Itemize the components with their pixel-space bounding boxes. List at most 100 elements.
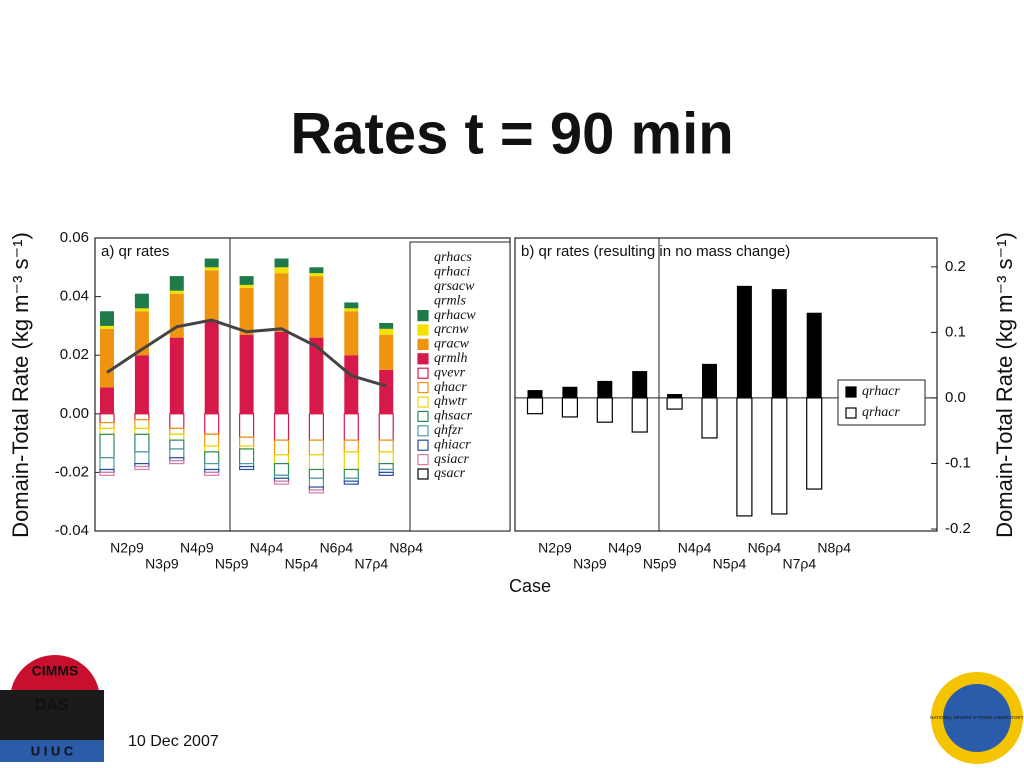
legend-label: qrmlh <box>434 351 467 366</box>
bar-segment <box>667 394 683 398</box>
bar-segment <box>169 433 185 441</box>
bar-segment <box>134 355 149 414</box>
y-axis-label: Domain-Total Rate (kg m⁻³ s⁻¹) <box>8 232 33 538</box>
bar-segment <box>134 413 150 421</box>
x-tick-label: N5ρ9 <box>215 556 249 572</box>
legend-label: qsacr <box>434 466 466 481</box>
bar-segment <box>99 457 115 471</box>
bar-segment <box>343 439 359 453</box>
legend-swatch <box>417 468 429 480</box>
bar-segment <box>309 337 324 414</box>
x-tick-label: N2ρ9 <box>538 540 572 556</box>
bar-segment <box>239 276 254 285</box>
legend-swatch <box>417 353 429 365</box>
y-tick-label: 0.06 <box>60 229 89 246</box>
footer-date: 10 Dec 2007 <box>128 733 219 750</box>
y-tick-label: -0.1 <box>945 454 971 471</box>
bar-segment <box>99 433 115 459</box>
bar-segment <box>344 311 359 356</box>
bar-segment <box>239 436 255 447</box>
y-tick-label: 0.02 <box>60 346 89 363</box>
bar-segment <box>100 387 114 414</box>
bar-segment <box>239 465 255 471</box>
seal-text: NATIONAL SEVERE STORMS LABORATORY <box>930 715 1023 720</box>
bar-segment <box>308 439 324 456</box>
logo-text: DAS <box>35 697 69 714</box>
x-tick-label: N4ρ4 <box>678 540 712 556</box>
bar-segment <box>378 471 394 476</box>
bar-segment <box>239 334 254 414</box>
x-tick-label: N6ρ4 <box>748 540 782 556</box>
x-tick-label: N7ρ4 <box>354 556 388 572</box>
bar-segment <box>204 433 220 447</box>
bar-segment <box>134 465 150 471</box>
legend-swatch <box>417 425 429 437</box>
x-tick-label: N7ρ4 <box>782 556 816 572</box>
bar-segment <box>308 413 324 441</box>
legend-swatch <box>845 386 857 398</box>
bar-segment <box>379 334 394 370</box>
y-tick-label: 0.2 <box>945 258 966 275</box>
bar-segment <box>379 322 394 329</box>
legend-swatch <box>417 454 429 466</box>
bar-segment <box>134 308 149 312</box>
bar-segment <box>308 489 324 494</box>
y-tick-label: 0.1 <box>945 323 966 340</box>
bar-segment <box>99 421 115 430</box>
bar-segment <box>99 471 115 476</box>
bar-segment <box>204 451 220 465</box>
bar-segment <box>239 287 254 335</box>
x-axis-label: Case <box>509 576 551 596</box>
bar-segment <box>309 267 324 274</box>
bar-segment <box>343 413 359 441</box>
bar-segment <box>204 463 220 471</box>
bar-segment <box>597 380 613 398</box>
bar-segment <box>134 427 150 435</box>
legend-label: qhiacr <box>434 437 471 452</box>
x-tick-label: N3ρ9 <box>145 556 179 572</box>
bar-segment <box>344 308 359 312</box>
legend-label: qrmls <box>434 293 466 308</box>
bar-segment <box>806 312 822 398</box>
bar-segment <box>169 413 185 430</box>
bar-segment <box>343 468 359 479</box>
total-line <box>106 318 387 388</box>
legend-label: qrcnw <box>434 322 469 337</box>
bar-segment <box>134 433 150 453</box>
panel-label: b) qr rates (resulting in no mass change… <box>521 243 790 260</box>
bar-segment <box>274 331 289 414</box>
x-tick-label: N5ρ4 <box>713 556 747 572</box>
legend-label: qvevr <box>434 365 466 380</box>
bar-segment <box>100 325 114 329</box>
bar-segment <box>771 289 787 398</box>
y-tick-label: 0.04 <box>60 288 89 305</box>
bar-segment <box>204 471 220 476</box>
bar-segment <box>169 276 184 291</box>
bar-segment <box>134 293 149 309</box>
legend-label: qrhaci <box>434 265 470 280</box>
bar-segment <box>169 290 184 294</box>
nssl-seal: NATIONAL SEVERE STORMS LABORATORY <box>930 672 1024 764</box>
bar-segment <box>169 448 185 459</box>
bar-segment <box>100 328 114 388</box>
bar-segment <box>344 302 359 309</box>
logo-dome <box>10 655 100 700</box>
x-tick-label: N8ρ4 <box>389 540 423 556</box>
bar-segment <box>169 439 185 450</box>
legend-label: qrsacw <box>434 279 475 294</box>
legend-label: qhfzr <box>434 423 463 438</box>
bar-segment <box>561 397 579 418</box>
bar-segment <box>204 258 219 268</box>
bar-segment <box>736 397 753 517</box>
bar-segment <box>562 386 578 398</box>
legend-swatch <box>417 439 429 451</box>
bar-segment <box>169 337 184 414</box>
bar-segment <box>204 320 219 414</box>
bar-segment <box>308 454 324 471</box>
x-tick-label: N5ρ9 <box>643 556 677 572</box>
bar-segment <box>526 397 544 415</box>
bar-segment <box>343 451 359 471</box>
legend-label: qsiacr <box>434 452 470 467</box>
x-tick-label: N6ρ4 <box>320 540 354 556</box>
